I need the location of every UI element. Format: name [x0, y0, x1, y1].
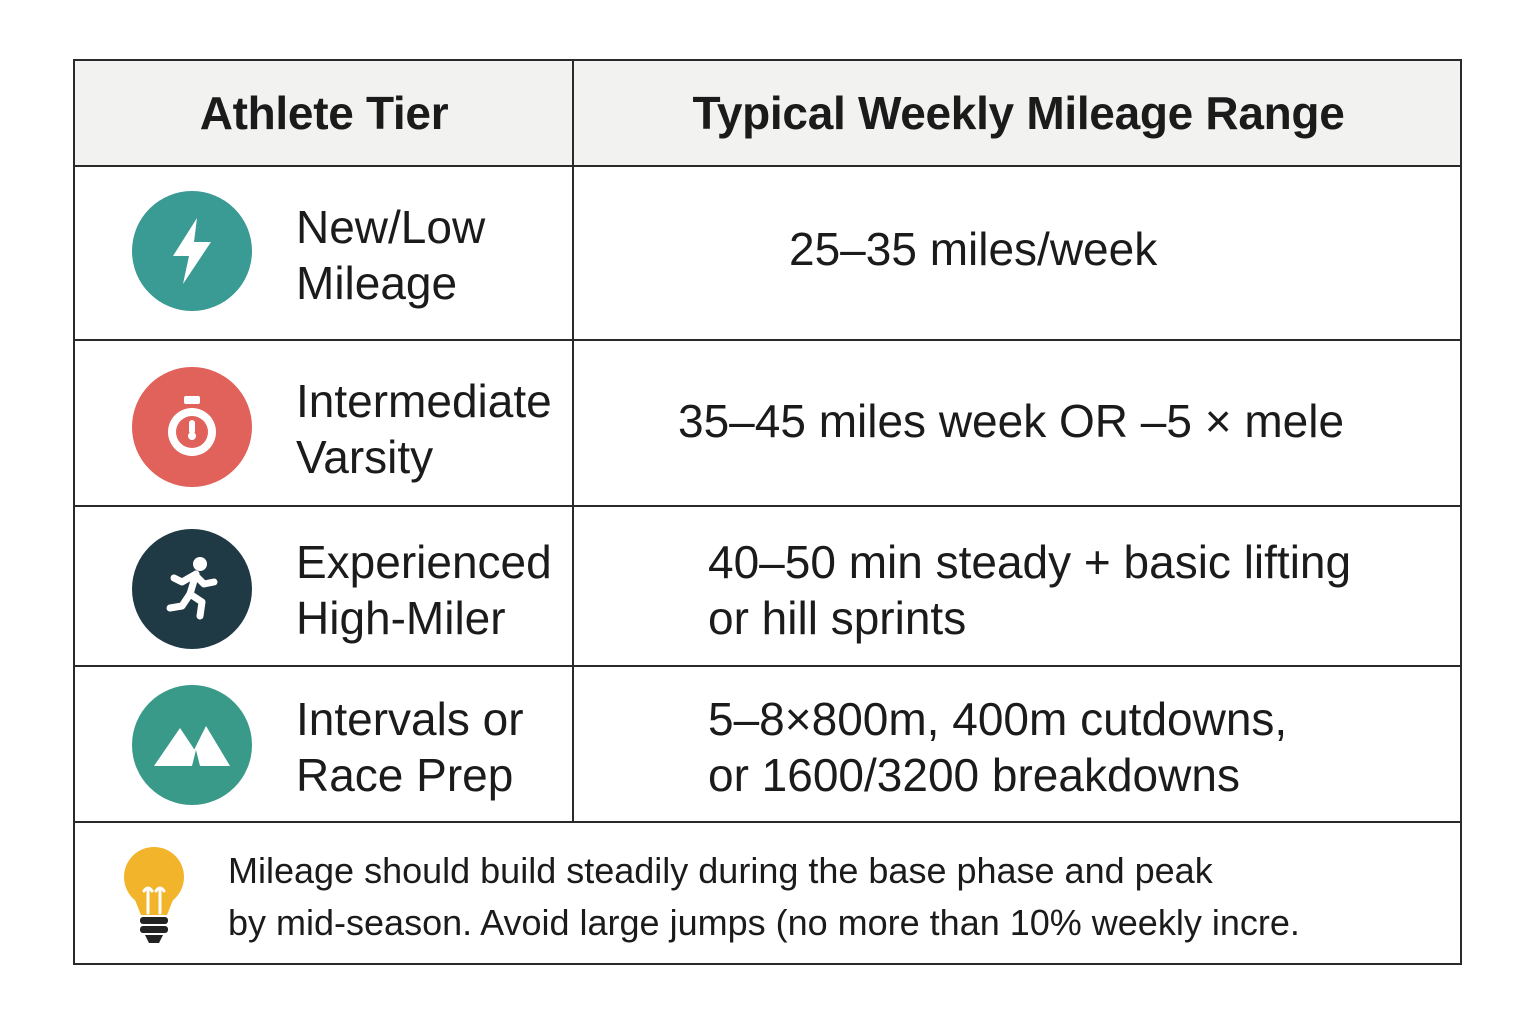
mileage-table: Athlete Tier Typical Weekly Mileage Rang… [73, 59, 1462, 965]
table-header: Athlete Tier Typical Weekly Mileage Rang… [75, 61, 1460, 167]
tier-label: Intervals or Race Prep [296, 693, 524, 801]
tier-label: New/Low Mileage [296, 201, 486, 309]
mileage-range-value: 40–50 min steady + basic lifting or hill… [708, 536, 1352, 644]
table-row: Intermediate Varsity 35–45 miles week OR… [75, 341, 1460, 507]
runner-icon [132, 529, 252, 649]
mileage-note: Mileage should build steadily during the… [75, 821, 1460, 965]
lightbulb-icon [119, 845, 189, 950]
mountain-icon [132, 685, 252, 805]
mileage-range-value: 25–35 miles/week [789, 223, 1158, 275]
lightning-bolt-icon [132, 191, 252, 311]
stopwatch-icon [132, 367, 252, 487]
note-text: Mileage should build steadily during the… [228, 850, 1300, 943]
table-row: New/Low Mileage 25–35 miles/week [75, 165, 1460, 341]
table-row: Intervals or Race Prep 5–8×800m, 400m cu… [75, 667, 1460, 823]
column-divider [572, 61, 574, 821]
mileage-range-value: 5–8×800m, 400m cutdowns, or 1600/3200 br… [708, 693, 1288, 801]
table-row: Experienced High-Miler 40–50 min steady … [75, 507, 1460, 667]
header-mileage-range: Typical Weekly Mileage Range [692, 87, 1345, 139]
tier-label: Intermediate Varsity [296, 375, 552, 483]
tier-label: Experienced High-Miler [296, 536, 552, 644]
mileage-range-value: 35–45 miles week OR –5 × mele [678, 395, 1345, 447]
header-athlete-tier: Athlete Tier [199, 87, 449, 139]
